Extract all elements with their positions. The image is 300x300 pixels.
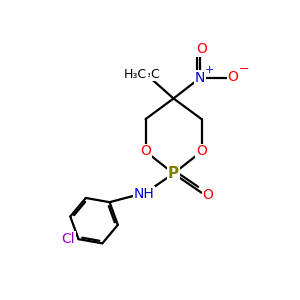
Text: O: O: [228, 70, 238, 84]
Text: ₃: ₃: [146, 69, 151, 79]
Text: N: N: [195, 71, 205, 85]
Text: Cl: Cl: [61, 232, 75, 246]
Text: H: H: [136, 68, 145, 80]
Text: −: −: [239, 63, 250, 76]
Text: C: C: [151, 68, 159, 80]
Text: +: +: [205, 65, 214, 75]
Text: O: O: [196, 145, 207, 158]
Text: NH: NH: [134, 187, 154, 201]
Text: H₃C: H₃C: [124, 68, 147, 80]
Text: O: O: [202, 188, 213, 202]
Text: O: O: [140, 145, 151, 158]
Text: O: O: [196, 42, 207, 56]
Text: P: P: [168, 166, 179, 181]
